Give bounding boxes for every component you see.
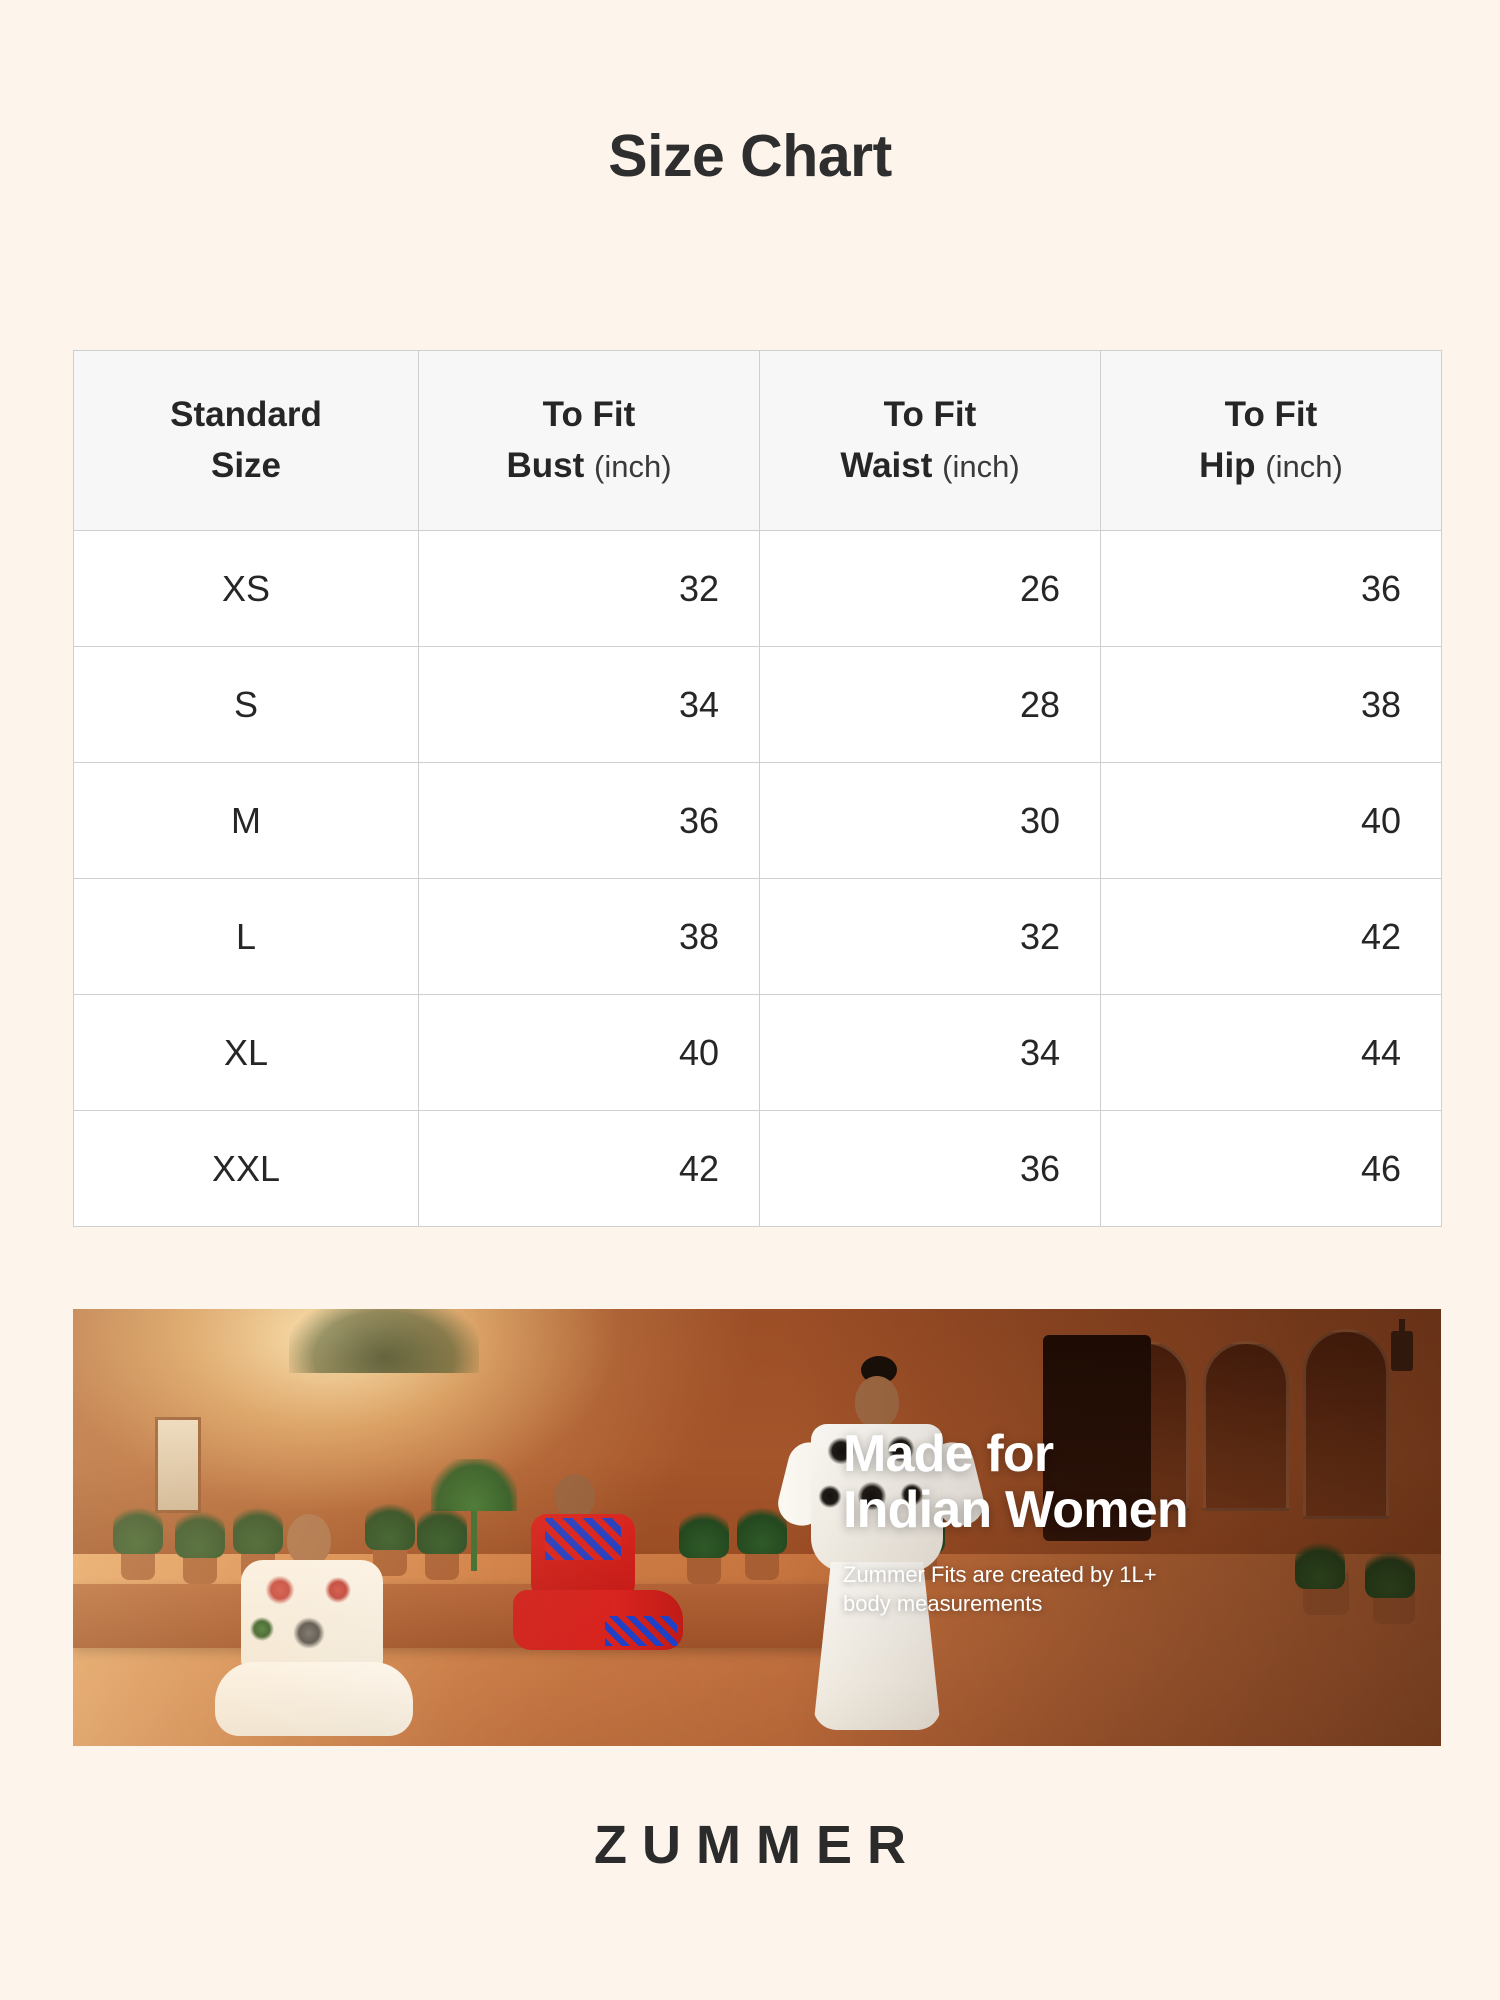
floral-embroidery xyxy=(825,1436,857,1466)
table-header-row: Standard Size To Fit Bust (inch) To Fit … xyxy=(73,350,1442,531)
header-line-1: To Fit xyxy=(883,394,977,434)
cell-hip: 40 xyxy=(1100,762,1442,879)
header-line-1: Standard xyxy=(170,394,322,434)
table-body: XS 32 26 36 S 34 28 38 M 36 30 40 L 38 3… xyxy=(73,530,1442,1227)
banner-subtext: Zummer Fits are created by 1L+ body meas… xyxy=(843,1560,1403,1618)
table-header: Standard Size To Fit Bust (inch) To Fit … xyxy=(73,350,1442,531)
brand-wordmark: ZUMMER xyxy=(594,1815,921,1875)
cell-size: M xyxy=(73,762,419,879)
wide-leg-trousers xyxy=(813,1562,941,1730)
model-seated-white xyxy=(191,1504,441,1742)
cell-waist: 26 xyxy=(759,530,1101,647)
floral-embroidery xyxy=(263,1574,297,1606)
cell-waist: 34 xyxy=(759,994,1101,1111)
cell-bust: 40 xyxy=(418,994,760,1111)
wall-window xyxy=(155,1417,201,1513)
potted-plant xyxy=(113,1499,163,1580)
cell-bust: 42 xyxy=(418,1110,760,1227)
head xyxy=(555,1474,595,1520)
banner-headline-line-2: Indian Women xyxy=(843,1480,1189,1539)
lantern-icon xyxy=(1391,1319,1413,1371)
potted-plant xyxy=(365,1495,415,1576)
cell-bust: 32 xyxy=(418,530,760,647)
floral-embroidery xyxy=(855,1480,889,1512)
column-header-standard-size: Standard Size xyxy=(73,350,419,531)
cell-hip: 38 xyxy=(1100,646,1442,763)
cell-hip: 44 xyxy=(1100,994,1442,1111)
cell-size: XXL xyxy=(73,1110,419,1227)
geometric-print-yoke xyxy=(545,1518,621,1560)
arch xyxy=(1203,1341,1289,1511)
table-row: XS 32 26 36 xyxy=(73,530,1442,647)
table-row: S 34 28 38 xyxy=(73,646,1442,763)
potted-plant xyxy=(175,1504,225,1585)
floral-embroidery xyxy=(885,1434,917,1464)
floral-embroidery xyxy=(817,1484,843,1509)
cell-bust: 34 xyxy=(418,646,760,763)
column-header-hip: To Fit Hip (inch) xyxy=(1100,350,1442,531)
header-line-1: To Fit xyxy=(542,394,636,434)
cell-hip: 46 xyxy=(1100,1110,1442,1227)
model-seated-red xyxy=(497,1462,687,1660)
cell-size: S xyxy=(73,646,419,763)
palm-plant xyxy=(431,1459,517,1572)
potted-plant xyxy=(679,1504,729,1585)
cell-waist: 36 xyxy=(759,1110,1101,1227)
banner-headline: Made for Indian Women xyxy=(843,1425,1403,1539)
trousers xyxy=(513,1590,683,1650)
banner-subtext-line-2: body measurements xyxy=(843,1591,1043,1617)
cell-waist: 32 xyxy=(759,878,1101,995)
table-row: XL 40 34 44 xyxy=(73,994,1442,1111)
header-line-2: Hip xyxy=(1199,445,1256,485)
potted-plant xyxy=(1295,1534,1349,1615)
potted-plant xyxy=(1365,1543,1415,1624)
page-title: Size Chart xyxy=(608,123,892,189)
banner-copy: Made for Indian Women Zummer Fits are cr… xyxy=(843,1425,1403,1618)
floral-embroidery xyxy=(249,1616,275,1642)
cell-size: XS xyxy=(73,530,419,647)
table-row: XXL 42 36 46 xyxy=(73,1110,1442,1227)
header-line-2: Bust xyxy=(506,445,585,485)
cell-size: XL xyxy=(73,994,419,1111)
header-unit: (inch) xyxy=(1265,448,1343,484)
table-row: M 36 30 40 xyxy=(73,762,1442,879)
trousers xyxy=(215,1662,413,1736)
cell-size: L xyxy=(73,878,419,995)
tree-silhouette xyxy=(289,1309,479,1373)
promo-banner: Made for Indian Women Zummer Fits are cr… xyxy=(73,1309,1441,1746)
cell-hip: 36 xyxy=(1100,530,1442,647)
arch xyxy=(1303,1329,1389,1519)
doorway xyxy=(1043,1335,1151,1541)
cell-bust: 38 xyxy=(418,878,760,995)
cell-hip: 42 xyxy=(1100,878,1442,995)
header-line-1: To Fit xyxy=(1224,394,1318,434)
head xyxy=(855,1376,899,1428)
head xyxy=(287,1514,331,1566)
header-line-2: Waist xyxy=(840,445,933,485)
floral-embroidery xyxy=(323,1576,353,1604)
column-header-waist: To Fit Waist (inch) xyxy=(759,350,1101,531)
banner-headline-line-1: Made for xyxy=(843,1425,1054,1483)
column-header-bust: To Fit Bust (inch) xyxy=(418,350,760,531)
cell-bust: 36 xyxy=(418,762,760,879)
model-standing-white xyxy=(773,1356,989,1740)
banner-subtext-line-1: Zummer Fits are created by 1L+ xyxy=(843,1562,1157,1588)
stone-ledge xyxy=(73,1584,833,1649)
size-chart-table: Standard Size To Fit Bust (inch) To Fit … xyxy=(73,350,1442,1227)
cell-waist: 28 xyxy=(759,646,1101,763)
header-unit: (inch) xyxy=(942,448,1020,484)
table-row: L 38 32 42 xyxy=(73,878,1442,995)
floral-embroidery xyxy=(899,1482,925,1507)
cell-waist: 30 xyxy=(759,762,1101,879)
header-line-2: Size xyxy=(210,445,282,485)
header-unit: (inch) xyxy=(594,448,672,484)
floral-embroidery xyxy=(291,1616,327,1650)
potted-plant xyxy=(417,1499,467,1580)
